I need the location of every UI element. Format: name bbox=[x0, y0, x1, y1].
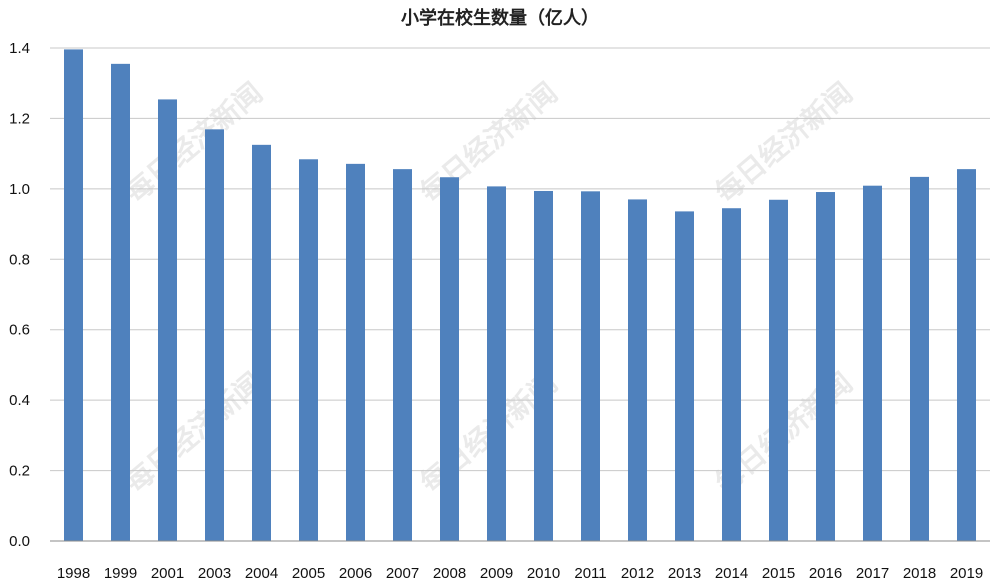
y-tick-label: 1.4 bbox=[9, 40, 30, 57]
x-tick-label: 2019 bbox=[950, 565, 983, 582]
watermark-text: 每日经济新闻 bbox=[709, 76, 859, 209]
y-tick-label: 0.6 bbox=[9, 322, 30, 339]
x-axis-ticks: 1998 1999 2001 2003 2004 2005 2006 2007 2008 2009… bbox=[57, 565, 983, 582]
y-axis-ticks: 0.0 0.2 0.4 0.6 0.8 1.0 1.2 1.4 bbox=[9, 40, 30, 550]
x-tick-label: 2008 bbox=[433, 565, 466, 582]
x-tick-label: 2012 bbox=[621, 565, 654, 582]
x-tick-label: 2015 bbox=[762, 565, 795, 582]
bar-1999 bbox=[111, 63, 130, 541]
y-tick-label: 1.2 bbox=[9, 110, 30, 127]
bar-2011 bbox=[581, 191, 600, 541]
x-tick-label: 2006 bbox=[339, 565, 372, 582]
bar-2010 bbox=[534, 190, 553, 541]
bar-2009 bbox=[487, 186, 506, 541]
x-tick-label: 1999 bbox=[104, 565, 137, 582]
bar-2017 bbox=[863, 185, 882, 541]
bar-1998 bbox=[64, 49, 83, 542]
x-tick-label: 2017 bbox=[856, 565, 889, 582]
x-tick-label: 2004 bbox=[245, 565, 278, 582]
bar-2015 bbox=[769, 199, 788, 542]
x-tick-label: 2001 bbox=[151, 565, 184, 582]
y-tick-label: 0.0 bbox=[9, 533, 30, 550]
x-tick-label: 2013 bbox=[668, 565, 701, 582]
bars bbox=[64, 49, 976, 542]
bar-2001 bbox=[158, 99, 177, 542]
x-tick-label: 2003 bbox=[198, 565, 231, 582]
chart-title: 小学在校生数量（亿人） bbox=[401, 7, 599, 29]
bar-2012 bbox=[628, 199, 647, 541]
y-tick-label: 0.8 bbox=[9, 251, 30, 268]
bar-2016 bbox=[816, 192, 835, 541]
bar-2003 bbox=[205, 129, 224, 541]
watermark-text: 每日经济新闻 bbox=[119, 366, 269, 499]
bar-2013 bbox=[675, 211, 694, 541]
bar-2008 bbox=[440, 177, 459, 541]
x-tick-label: 1998 bbox=[57, 565, 90, 582]
y-tick-label: 1.0 bbox=[9, 181, 30, 198]
watermark-text: 每日经济新闻 bbox=[119, 76, 269, 209]
x-tick-label: 2011 bbox=[574, 565, 606, 582]
y-tick-label: 0.2 bbox=[9, 463, 30, 480]
bar-2018 bbox=[910, 176, 929, 542]
bar-2019 bbox=[957, 169, 976, 541]
bar-2004 bbox=[252, 144, 271, 541]
x-tick-label: 2007 bbox=[386, 565, 419, 582]
y-tick-label: 0.4 bbox=[9, 392, 30, 409]
x-tick-label: 2016 bbox=[809, 565, 842, 582]
bar-2005 bbox=[299, 159, 318, 541]
x-tick-label: 2009 bbox=[480, 565, 513, 582]
bar-2006 bbox=[346, 163, 365, 542]
bar-2007 bbox=[393, 169, 412, 541]
x-tick-label: 2018 bbox=[903, 565, 936, 582]
x-tick-label: 2005 bbox=[292, 565, 325, 582]
x-tick-label: 2010 bbox=[527, 565, 560, 582]
bar-2014 bbox=[722, 208, 741, 541]
x-tick-label: 2014 bbox=[715, 565, 748, 582]
